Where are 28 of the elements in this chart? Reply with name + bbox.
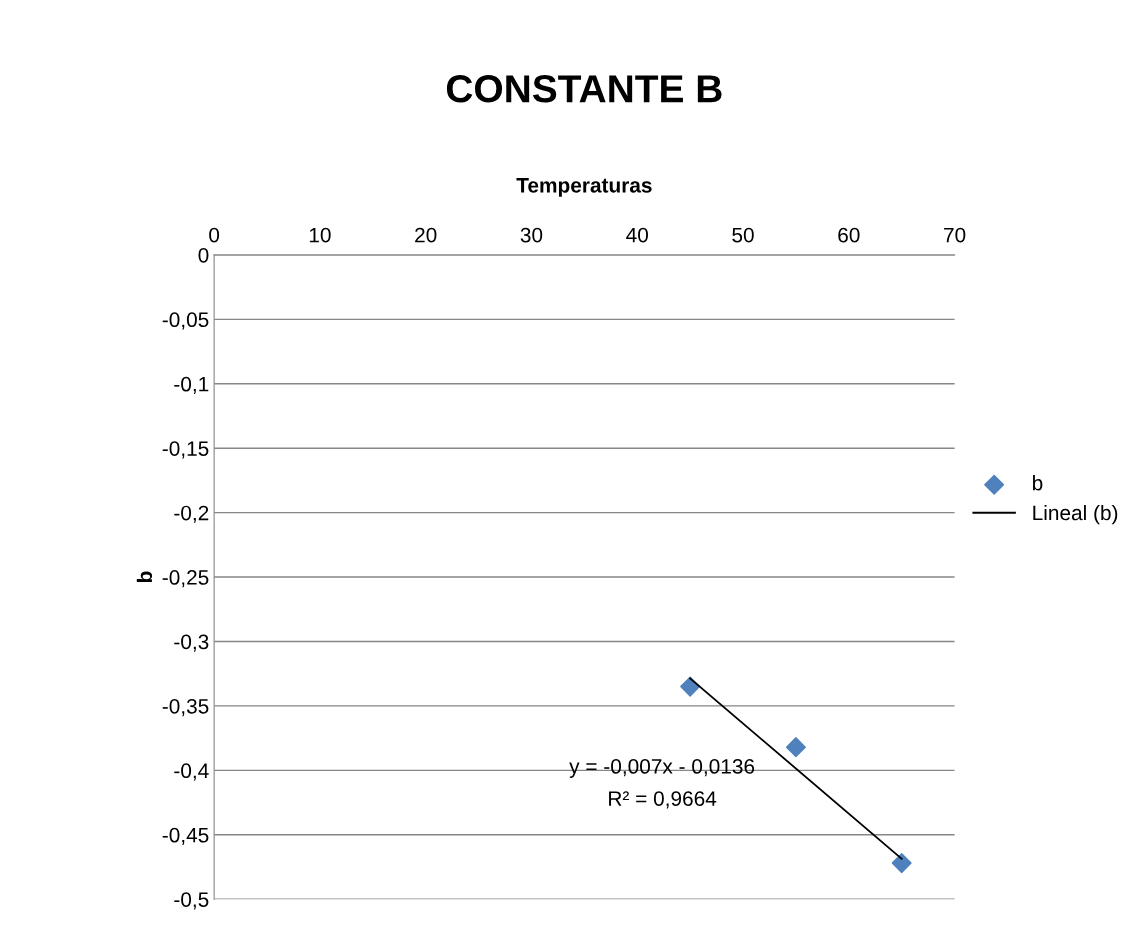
point	[785, 737, 806, 758]
legend-label: b	[1033, 475, 1043, 491]
y-tick-label: -0,35	[162, 698, 209, 717]
y-tick-label: 0	[198, 247, 209, 263]
x-tick-label: 30	[520, 227, 543, 243]
chart-title: CONSTANTE B	[446, 74, 722, 103]
y-axis-title: b	[136, 571, 153, 583]
x-tick-label: 10	[309, 227, 331, 243]
y-tick-label: -0,5	[174, 892, 209, 910]
x-axis-title: Temperaturas	[516, 178, 652, 197]
y-tick-label: -0,45	[162, 827, 209, 845]
y-tick-label: -0,1	[174, 376, 209, 394]
x-tick-label: 60	[838, 227, 860, 243]
y-tick-label: -0,2	[174, 505, 209, 523]
annotation: y = -0,007x - 0,0136	[569, 759, 755, 778]
y-tick-label: -0,4	[174, 763, 209, 781]
x-tick-label: 40	[626, 227, 649, 243]
annotation: R² = 0,9664	[609, 791, 717, 809]
x-tick-label: 70	[944, 227, 966, 243]
x-tick-label: 0	[209, 227, 220, 243]
y-tick-label: -0,3	[174, 634, 209, 652]
legend-label: Lineal (b)	[1033, 504, 1118, 525]
x-tick-label: 20	[415, 227, 437, 243]
y-tick-label: -0,25	[162, 570, 209, 588]
point	[891, 853, 912, 874]
y-tick-label: -0,15	[162, 441, 209, 459]
x-tick-label: 50	[732, 227, 754, 243]
y-tick-label: -0,05	[162, 312, 209, 330]
